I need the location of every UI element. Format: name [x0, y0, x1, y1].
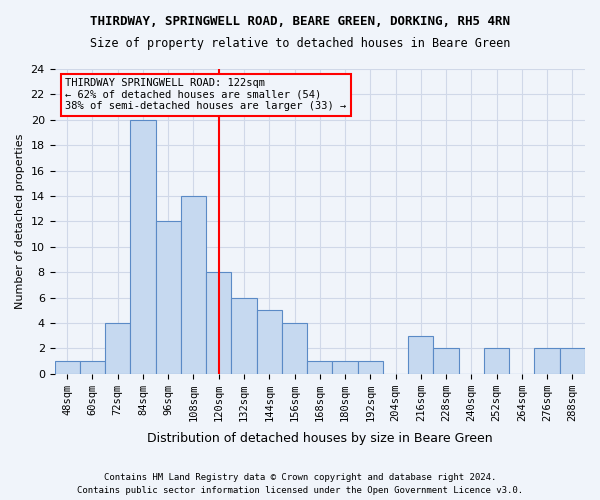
Bar — [257, 310, 282, 374]
Bar — [433, 348, 458, 374]
Bar — [358, 361, 383, 374]
Bar — [181, 196, 206, 374]
Text: Size of property relative to detached houses in Beare Green: Size of property relative to detached ho… — [90, 38, 510, 51]
Bar — [105, 323, 130, 374]
Bar — [332, 361, 358, 374]
X-axis label: Distribution of detached houses by size in Beare Green: Distribution of detached houses by size … — [147, 432, 493, 445]
Bar — [484, 348, 509, 374]
Bar — [282, 323, 307, 374]
Bar — [55, 361, 80, 374]
Y-axis label: Number of detached properties: Number of detached properties — [15, 134, 25, 309]
Bar — [560, 348, 585, 374]
Bar — [155, 222, 181, 374]
Text: Contains public sector information licensed under the Open Government Licence v3: Contains public sector information licen… — [77, 486, 523, 495]
Bar — [232, 298, 257, 374]
Text: Contains HM Land Registry data © Crown copyright and database right 2024.: Contains HM Land Registry data © Crown c… — [104, 474, 496, 482]
Bar — [80, 361, 105, 374]
Bar — [535, 348, 560, 374]
Bar — [408, 336, 433, 374]
Text: THIRDWAY SPRINGWELL ROAD: 122sqm
← 62% of detached houses are smaller (54)
38% o: THIRDWAY SPRINGWELL ROAD: 122sqm ← 62% o… — [65, 78, 346, 112]
Bar — [307, 361, 332, 374]
Text: THIRDWAY, SPRINGWELL ROAD, BEARE GREEN, DORKING, RH5 4RN: THIRDWAY, SPRINGWELL ROAD, BEARE GREEN, … — [90, 15, 510, 28]
Bar — [206, 272, 232, 374]
Bar — [130, 120, 155, 374]
